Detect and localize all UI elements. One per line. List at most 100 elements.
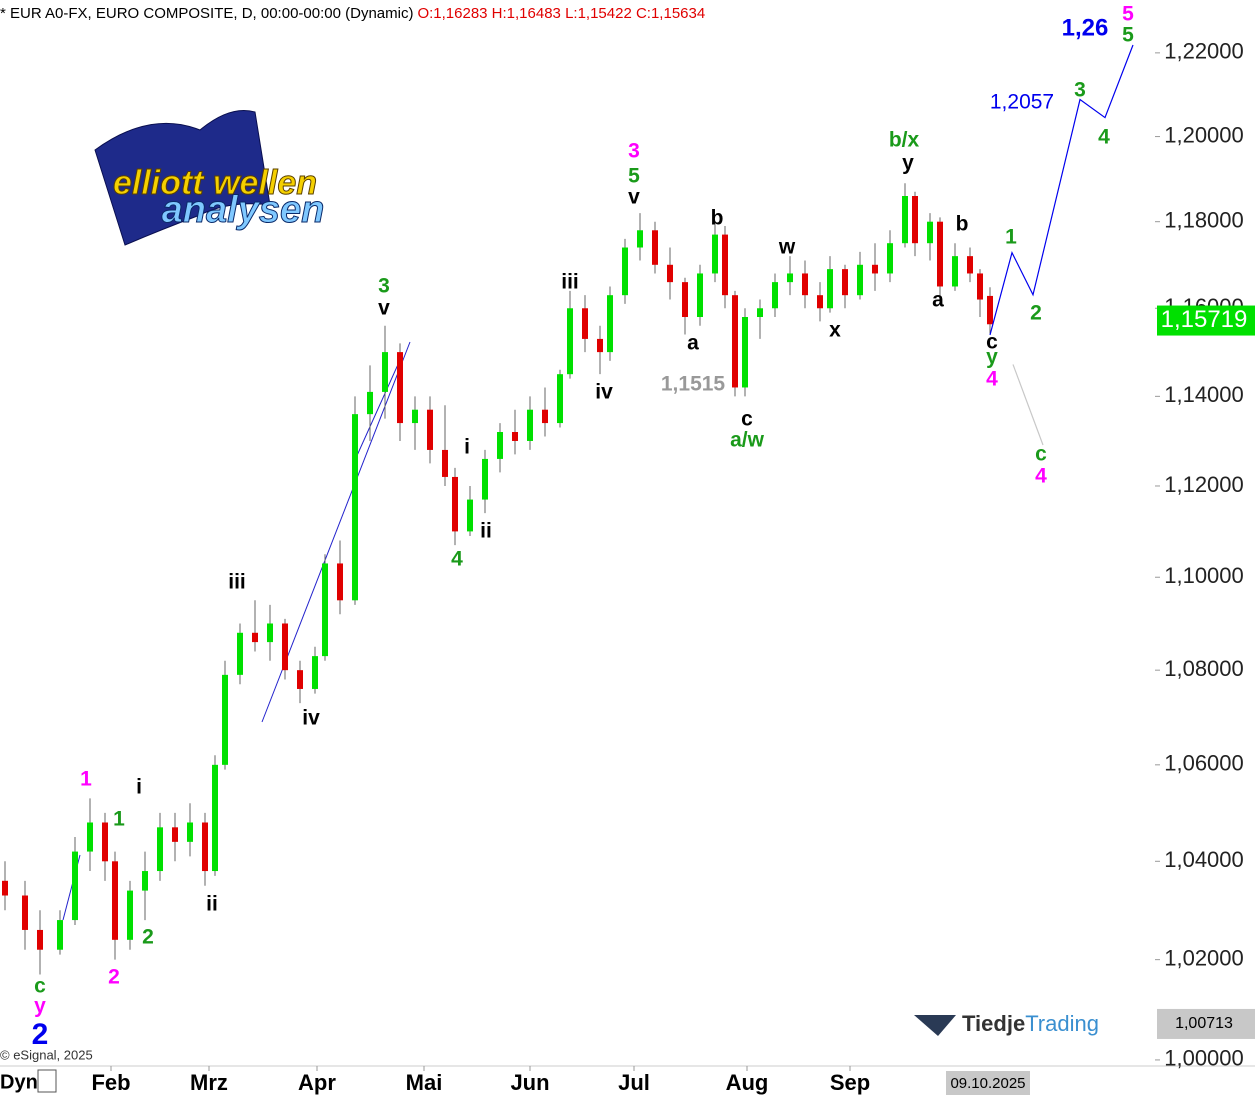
candle-body (452, 476, 458, 532)
candle-body (927, 221, 933, 244)
wave-label: a/w (730, 429, 765, 452)
wave-label: 3 (628, 140, 640, 163)
wave-label: a (687, 332, 699, 355)
candle-body (187, 822, 193, 842)
wave-label: v (628, 186, 640, 209)
watermark-part: Trading (1025, 1011, 1099, 1036)
candle-body (912, 196, 918, 244)
wave-label: 4 (1098, 126, 1110, 149)
wave-label: 2 (142, 926, 154, 949)
price-marker (1157, 1008, 1255, 1039)
candle-body (442, 449, 448, 477)
wave-label: b (711, 207, 724, 230)
candle-body (772, 282, 778, 309)
candle-body (787, 273, 793, 283)
candle-body (252, 632, 258, 643)
candle-body (102, 822, 108, 862)
candle-body (582, 308, 588, 339)
candle-body (622, 247, 628, 296)
candle-body (427, 409, 433, 450)
candle-body (172, 827, 178, 842)
wave-label: 3 (378, 275, 390, 298)
wave-label: 5 (628, 165, 640, 188)
y-axis-area (1155, 0, 1255, 1065)
candle-body (857, 264, 863, 296)
trendline (354, 359, 401, 461)
candle-body (412, 409, 418, 424)
wave-label: i (136, 776, 142, 799)
candle-body (987, 295, 993, 325)
candle-body (202, 822, 208, 872)
wave-label: 5 (1122, 24, 1134, 47)
candle-body (397, 352, 403, 424)
wave-label: y (986, 346, 998, 369)
y-tick-label: 1,06000 (1164, 751, 1244, 776)
candle-body (312, 656, 318, 689)
candle-body (652, 230, 658, 265)
title: * EUR A0-FX, EURO COMPOSITE, D, 00:00-00… (0, 5, 413, 22)
y-tick-label: 1,00000 (1164, 1046, 1244, 1071)
candle-body (542, 409, 548, 424)
wave-label: iv (302, 707, 320, 730)
x-tick-label: Jun (510, 1070, 549, 1095)
watermark: TiedjeTrading (914, 1011, 1099, 1036)
candle-body (667, 264, 673, 283)
candle-body (382, 352, 388, 392)
wave-label: 1 (1005, 226, 1017, 249)
wave-label: 5 (1122, 3, 1134, 26)
candle-body (842, 269, 848, 296)
candle-body (72, 851, 78, 921)
x-tick-label: Mrz (190, 1070, 228, 1095)
wave-label: iii (228, 571, 246, 594)
wave-label: 1,26 (1062, 14, 1109, 41)
candle-body (157, 827, 163, 872)
candle-body (597, 338, 603, 353)
wave-label: 4 (1035, 465, 1047, 488)
wave-label: iii (561, 271, 579, 294)
candle-body (937, 221, 943, 287)
candle-body (722, 234, 728, 296)
candle-body (482, 458, 488, 500)
x-tick-label: Feb (91, 1070, 130, 1095)
wave-label: iv (595, 381, 613, 404)
candle-body (637, 230, 643, 248)
wave-label: c (741, 408, 753, 431)
candles (2, 183, 993, 975)
y-tick-label: 1,18000 (1164, 208, 1244, 233)
wave-label: 2 (108, 966, 120, 989)
candle-body (142, 871, 148, 891)
candle-body (567, 308, 573, 375)
ohlc-label: O:1,16283 H:1,16483 L:1,15422 C:1,15634 (417, 5, 705, 22)
wave-label: 1,1515 (661, 373, 726, 396)
wave-label: 2 (1030, 302, 1042, 325)
candle-body (322, 563, 328, 657)
wave-label: ii (206, 893, 218, 916)
watermark-text: TiedjeTrading (962, 1011, 1099, 1036)
watermark-part: Tiedje (962, 1011, 1025, 1036)
candle-body (512, 432, 518, 441)
x-tick-label: Apr (298, 1070, 336, 1095)
wave-label: c (986, 331, 998, 354)
candle-body (757, 308, 763, 318)
candle-body (977, 273, 983, 300)
wave-label: b (956, 213, 969, 236)
candle-body (527, 409, 533, 441)
x-tick-label: Aug (726, 1070, 769, 1095)
wave-label: a (932, 289, 944, 312)
date-box (946, 1071, 1030, 1095)
x-tick-label: Mai (406, 1070, 443, 1095)
candle-body (352, 414, 358, 601)
candle-body (337, 563, 343, 601)
wave-label: i (464, 436, 470, 459)
candle-body (557, 374, 563, 424)
y-tick-label: 1,04000 (1164, 847, 1244, 872)
wave-label: 1 (113, 808, 125, 831)
wave-label: x (829, 319, 841, 342)
wave-label: 3 (1074, 79, 1086, 102)
lock-icon (37, 1069, 57, 1093)
period-label: Dyn (0, 1071, 38, 1093)
candle-body (467, 499, 473, 532)
candle-body (267, 623, 273, 643)
